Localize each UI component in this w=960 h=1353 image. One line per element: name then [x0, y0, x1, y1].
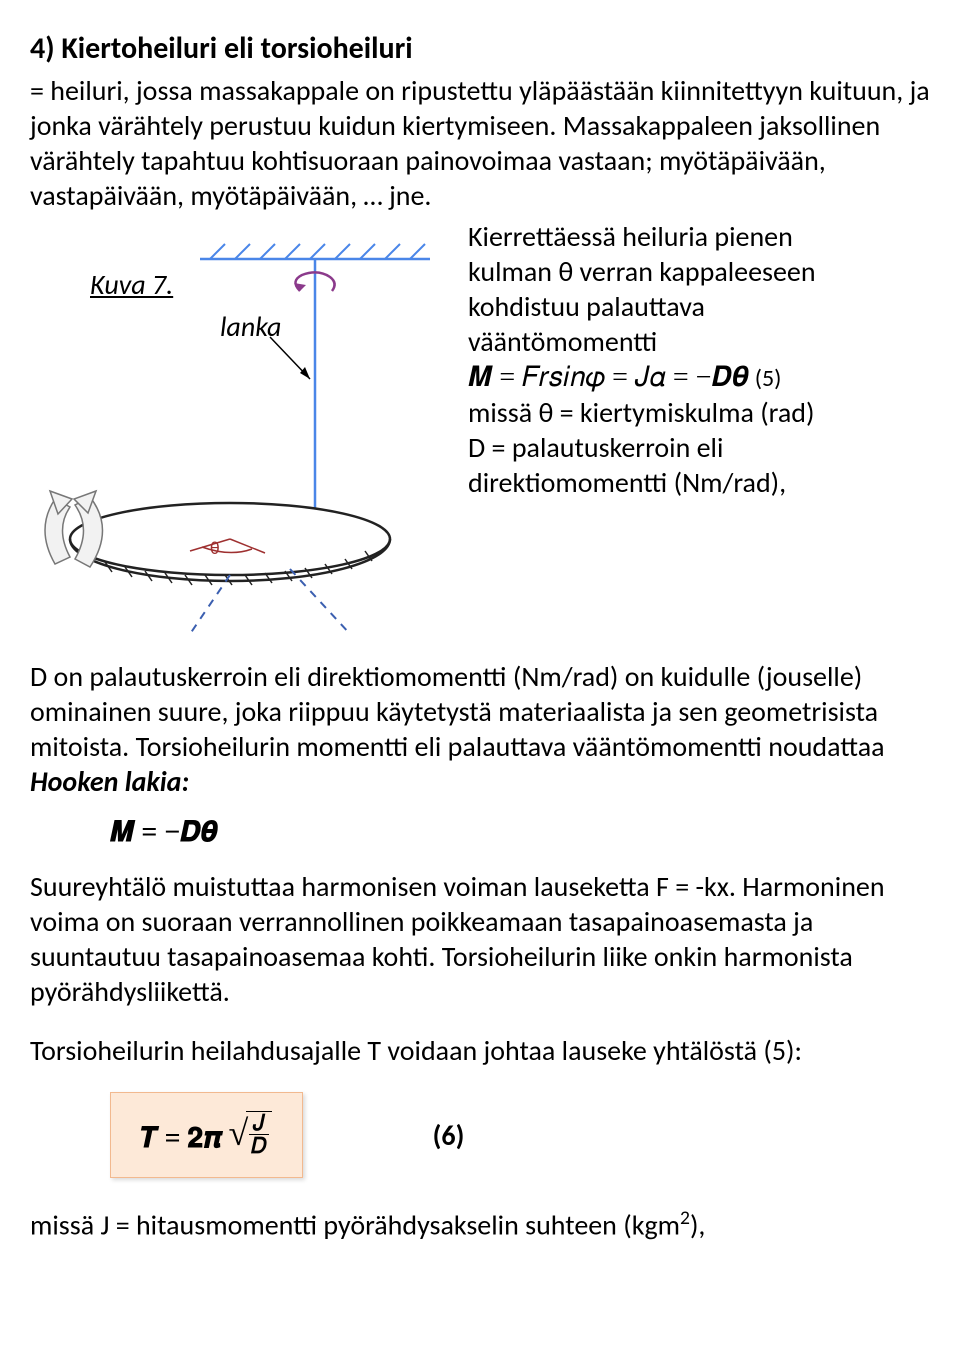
superscript-2: 2	[680, 1206, 690, 1230]
desc-line: missä θ = kiertymiskulma (rad)	[468, 395, 940, 430]
desc-line: kohdistuu palauttava	[468, 289, 940, 324]
lanka-label: lanka	[220, 309, 281, 344]
desc-line: Kierrettäessä heiluria pienen	[468, 219, 940, 254]
equation-6-row: 𝑻 = 𝟐𝝅 √ 𝐽 𝐷 (6)	[110, 1092, 940, 1178]
eq5-expression: 𝑴 = 𝐹𝑟𝑠𝑖𝑛𝜑 = 𝐽𝛼 = −𝑫𝜽	[468, 362, 748, 393]
intro-paragraph: = heiluri, jossa massakappale on ripuste…	[30, 73, 940, 213]
desc-line: direktiomomentti (Nm/rad),	[468, 465, 940, 500]
eq6-numerator: 𝐽	[249, 1112, 268, 1135]
para-last-a: missä J = hitausmomentti pyörähdysakseli…	[30, 1207, 680, 1242]
paragraph-2: D on palautuskerroin eli direktiomomentt…	[30, 659, 940, 799]
eq6-fraction: 𝐽 𝐷	[249, 1112, 268, 1157]
eq6-lhs: 𝑻 = 𝟐𝝅	[141, 1123, 222, 1154]
figure-description: Kierrettäessä heiluria pienen kulman θ v…	[450, 219, 940, 500]
section-heading: 4) Kiertoheiluri eli torsioheiluri	[30, 30, 940, 67]
theta-label: θ	[210, 537, 220, 559]
spacer	[30, 1015, 940, 1033]
para2-text: D on palautuskerroin eli direktiomomentt…	[30, 659, 885, 764]
paragraph-4: Torsioheilurin heilahdusajalle T voidaan…	[30, 1033, 940, 1068]
eq6-label: (6)	[433, 1118, 465, 1153]
equation-6-box: 𝑻 = 𝟐𝝅 √ 𝐽 𝐷	[110, 1092, 303, 1178]
para-last-b: ),	[690, 1207, 705, 1242]
hooke-law-emphasis: Hooken lakia:	[30, 764, 189, 799]
eq5-number: (5)	[755, 364, 782, 393]
desc-line: vääntömomentti	[468, 324, 940, 359]
desc-line: D = palautuskerroin eli	[468, 430, 940, 465]
figure-row: Kuva 7. lanka θ	[30, 219, 940, 639]
paragraph-last: missä J = hitausmomentti pyörähdysakseli…	[30, 1206, 940, 1242]
equation-5: 𝑴 = 𝐹𝑟𝑠𝑖𝑛𝜑 = 𝐽𝛼 = −𝑫𝜽 (5)	[468, 359, 940, 395]
desc-line: kulman θ verran kappaleeseen	[468, 254, 940, 289]
sqrt-icon: √ 𝐽 𝐷	[229, 1111, 272, 1159]
paragraph-3: Suureyhtälö muistuttaa harmonisen voiman…	[30, 869, 940, 1009]
figure-area: Kuva 7. lanka θ	[30, 219, 450, 639]
figure-caption: Kuva 7.	[90, 267, 173, 302]
eq6-denominator: 𝐷	[249, 1135, 268, 1157]
hooke-equation: 𝑴 = −𝑫𝜽	[110, 817, 940, 849]
